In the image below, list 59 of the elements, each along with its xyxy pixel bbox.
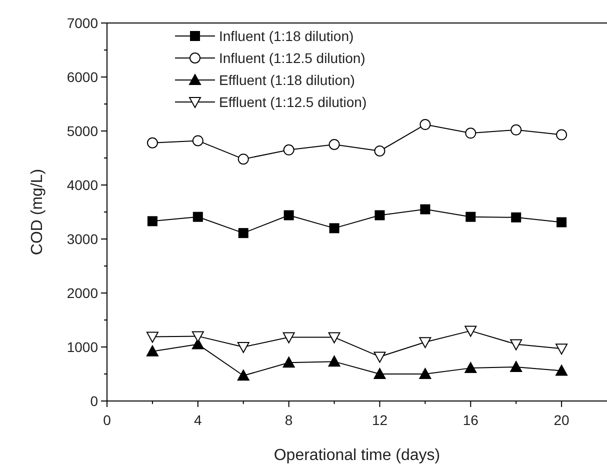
- point: [146, 137, 158, 148]
- point: [511, 212, 522, 222]
- y-tick-label: 4000: [66, 177, 98, 193]
- point: [284, 210, 294, 220]
- x-tick-label: 0: [103, 412, 112, 428]
- y-tick-label: 0: [90, 393, 98, 409]
- point: [328, 356, 340, 367]
- point: [238, 154, 249, 165]
- point: [374, 210, 385, 220]
- point: [510, 339, 522, 350]
- point: [282, 356, 295, 368]
- point: [282, 332, 295, 344]
- y-tick-label: 6000: [66, 69, 98, 85]
- point: [328, 139, 340, 150]
- point: [328, 332, 340, 344]
- point: [146, 332, 158, 343]
- point: [192, 331, 204, 342]
- y-tick-label: 5000: [66, 123, 98, 139]
- point: [420, 204, 430, 214]
- point: [238, 228, 248, 238]
- y-tick-label: 3000: [66, 231, 98, 247]
- point: [466, 212, 476, 222]
- point: [510, 124, 522, 136]
- x-tick-label: 16: [462, 412, 479, 428]
- point: [329, 223, 340, 234]
- y-tick-label: 7000: [66, 15, 98, 31]
- y-tick-label: 2000: [66, 285, 98, 301]
- x-tick-label: 8: [284, 412, 293, 428]
- x-tick-label: 20: [554, 412, 570, 428]
- x-tick-label: 4: [194, 412, 202, 428]
- point: [556, 217, 567, 228]
- legend-label: Effluent (1:18 dilution): [219, 72, 355, 88]
- legend-label: Effluent (1:12.5 dilution): [219, 94, 367, 110]
- legend-label: Influent (1:12.5 dilution): [219, 50, 366, 66]
- point: [237, 370, 250, 381]
- point: [283, 144, 294, 156]
- point: [237, 342, 250, 353]
- point: [147, 216, 158, 226]
- point: [464, 362, 477, 374]
- point: [419, 368, 432, 379]
- y-axis-title: COD (mg/L): [29, 168, 46, 256]
- point: [192, 212, 203, 222]
- point: [464, 326, 477, 337]
- point: [556, 129, 568, 140]
- point: [374, 352, 386, 363]
- point: [420, 119, 431, 130]
- point: [192, 135, 204, 146]
- point: [556, 364, 568, 376]
- point: [510, 360, 522, 372]
- point: [556, 344, 568, 355]
- point: [146, 345, 158, 356]
- point: [374, 368, 386, 379]
- point: [419, 337, 432, 348]
- point: [374, 145, 386, 156]
- x-tick-label: 12: [372, 412, 388, 428]
- point: [465, 128, 476, 139]
- x-axis-title: Operational time (days): [274, 447, 440, 464]
- legend-label: Influent (1:18 dilution): [219, 28, 354, 44]
- y-tick-label: 1000: [66, 339, 98, 355]
